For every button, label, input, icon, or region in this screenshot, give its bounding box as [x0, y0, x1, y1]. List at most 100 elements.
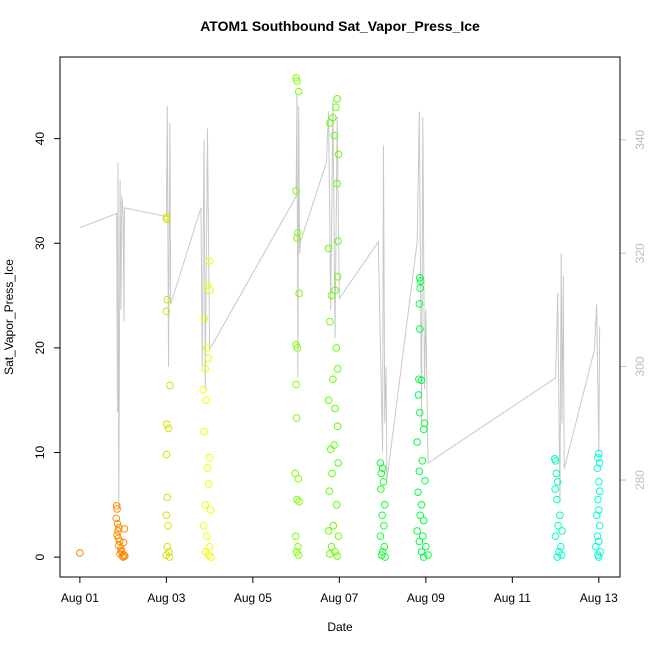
plot-frame — [59, 56, 621, 578]
point — [203, 532, 211, 540]
point — [334, 459, 342, 467]
x-tick-label: Aug 11 — [494, 591, 531, 605]
point — [557, 551, 566, 559]
point — [164, 521, 172, 530]
y2-tick-label: 280 — [633, 470, 647, 490]
point — [166, 381, 174, 390]
point — [553, 553, 562, 561]
point — [417, 501, 426, 509]
x-tick-label: Aug 09 — [407, 591, 445, 605]
point — [380, 501, 389, 509]
point — [331, 548, 339, 556]
point — [120, 551, 128, 559]
point — [593, 532, 602, 540]
point — [595, 477, 603, 486]
point — [380, 521, 388, 530]
line — [79, 94, 601, 509]
y-tick-label: 20 — [33, 341, 47, 355]
point — [419, 425, 428, 434]
point — [204, 354, 213, 363]
point — [551, 485, 559, 493]
point — [592, 511, 601, 520]
point — [376, 532, 385, 540]
y-tick-label: 30 — [33, 236, 47, 250]
point — [413, 527, 421, 535]
point — [591, 542, 600, 551]
point — [117, 547, 126, 555]
point — [165, 553, 174, 561]
point — [293, 495, 301, 504]
point — [112, 514, 121, 523]
point — [419, 516, 428, 525]
point — [413, 438, 421, 446]
point — [328, 469, 336, 478]
point — [207, 553, 215, 561]
point — [333, 364, 342, 373]
point — [204, 551, 213, 559]
point — [114, 527, 122, 535]
point — [595, 449, 603, 458]
y-tick-label: 0 — [33, 553, 47, 560]
point — [293, 234, 301, 242]
point — [327, 291, 336, 300]
point — [422, 542, 430, 551]
point — [419, 532, 427, 540]
point — [377, 485, 385, 493]
point — [418, 457, 427, 465]
point — [199, 385, 207, 394]
point — [332, 103, 340, 112]
point — [326, 445, 335, 454]
point — [162, 307, 171, 316]
point — [595, 487, 604, 496]
point — [378, 464, 387, 472]
point — [415, 467, 424, 476]
point — [162, 450, 171, 459]
point — [206, 506, 215, 514]
point — [112, 502, 121, 510]
point — [330, 131, 338, 140]
point — [552, 469, 561, 478]
point — [415, 537, 424, 546]
point — [595, 506, 603, 514]
point — [113, 519, 122, 528]
point — [424, 551, 432, 559]
point — [115, 537, 124, 546]
point — [115, 524, 123, 532]
point — [119, 538, 128, 547]
point — [333, 179, 341, 188]
point — [205, 257, 214, 265]
point — [202, 344, 211, 352]
x-tick-label: Aug 07 — [320, 591, 358, 605]
point — [294, 551, 303, 559]
point — [163, 542, 172, 551]
point — [332, 501, 341, 509]
point — [120, 525, 129, 533]
point — [333, 95, 341, 103]
point — [376, 459, 385, 467]
point — [331, 404, 339, 413]
x-tick-label: Aug 13 — [580, 591, 618, 605]
point — [556, 542, 565, 551]
point — [416, 511, 425, 520]
point — [164, 424, 173, 433]
point — [163, 493, 172, 502]
point — [553, 477, 562, 486]
point — [380, 542, 389, 551]
point — [76, 549, 84, 557]
point — [415, 325, 424, 333]
point — [295, 497, 303, 506]
point — [414, 391, 423, 399]
point — [163, 295, 172, 304]
point — [293, 77, 301, 85]
point — [163, 420, 171, 429]
point — [163, 213, 171, 221]
point — [324, 396, 333, 404]
point — [594, 495, 602, 504]
point — [414, 488, 422, 497]
point — [379, 477, 388, 486]
point — [417, 376, 426, 385]
point — [295, 289, 303, 298]
point — [416, 277, 425, 285]
point — [416, 284, 425, 293]
